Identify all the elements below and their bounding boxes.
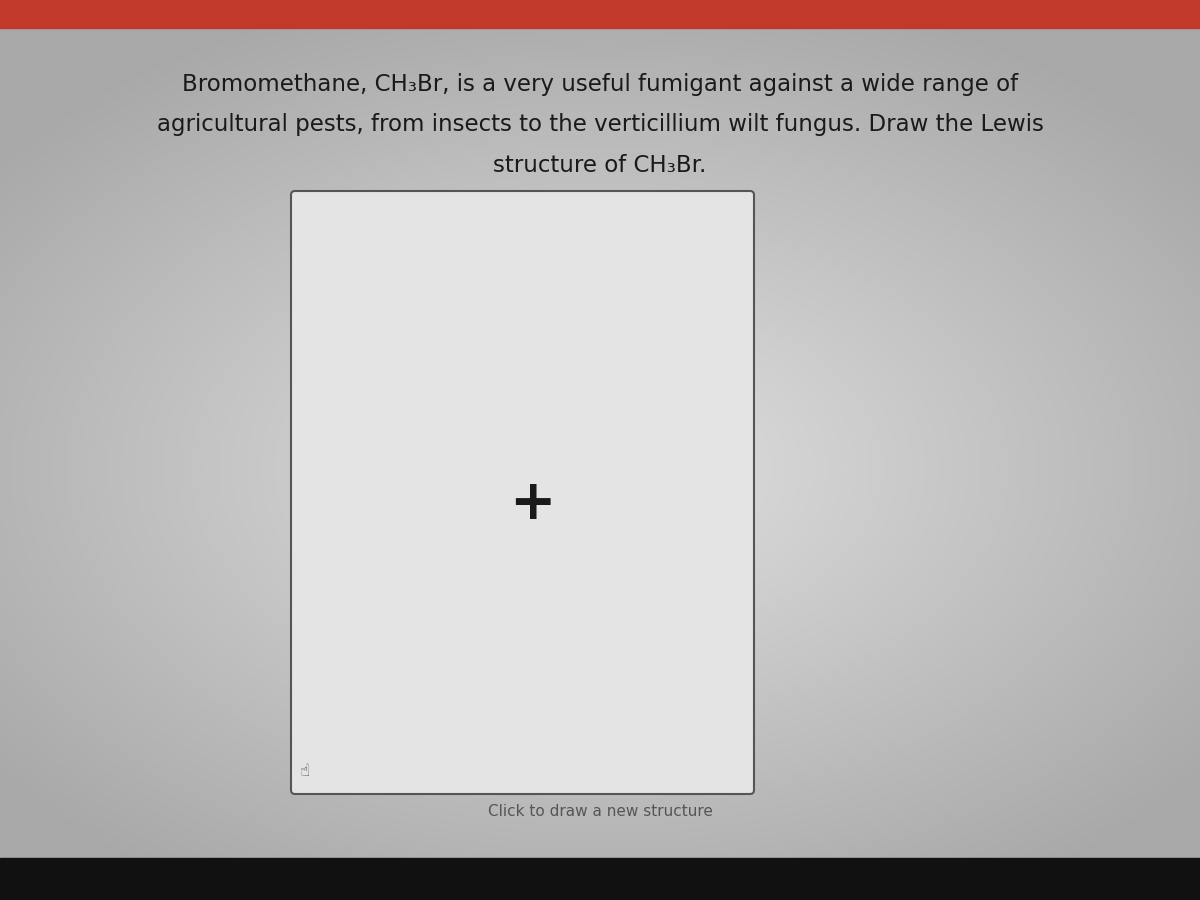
Text: agricultural pests, from insects to the verticillium wilt fungus. Draw the Lewis: agricultural pests, from insects to the … [156,113,1044,137]
Text: Click to draw a new structure: Click to draw a new structure [487,805,713,820]
Bar [0,0,1200,28]
Bar [0,858,1200,900]
Text: ☝: ☝ [300,762,310,780]
Text: structure of CH₃Br.: structure of CH₃Br. [493,154,707,176]
FancyBboxPatch shape [292,191,754,794]
Text: +: + [509,477,556,531]
Text: Bromomethane, CH₃Br, is a very useful fumigant against a wide range of: Bromomethane, CH₃Br, is a very useful fu… [182,74,1018,96]
